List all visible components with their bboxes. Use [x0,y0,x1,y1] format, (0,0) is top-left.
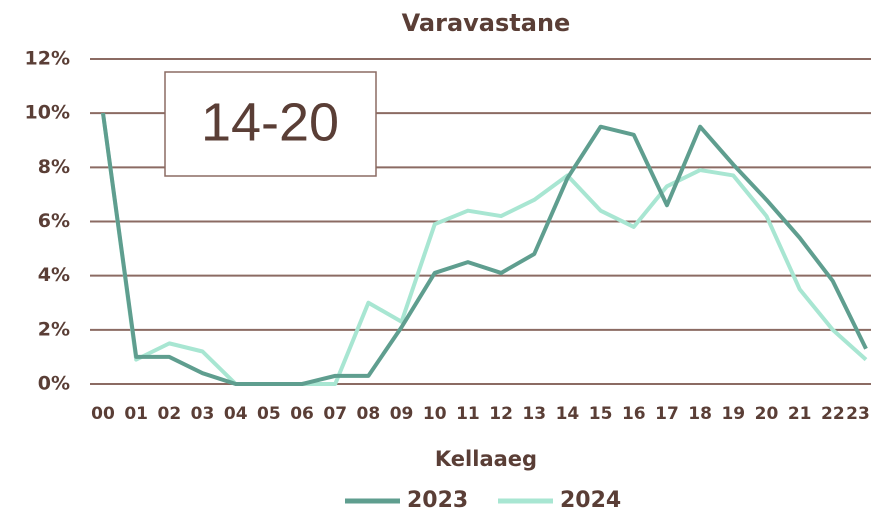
x-tick-label: 17 [655,404,679,424]
x-tick-label: 08 [357,404,381,424]
chart-title: Varavastane [402,9,571,37]
x-tick-label: 12 [489,404,513,424]
x-tick-label: 18 [688,404,712,424]
x-tick-label: 06 [290,404,314,424]
x-axis-label: Kellaaeg [435,447,537,471]
x-tick-label: 20 [755,404,779,424]
x-tick-label: 14 [556,404,580,424]
x-tick-label: 23 [846,404,870,424]
x-tick-label: 15 [589,404,613,424]
x-tick-label: 21 [788,404,812,424]
series-line [101,112,868,386]
legend-label: 2024 [560,488,621,513]
x-tick-label: 13 [522,404,546,424]
y-tick-label: 12% [25,48,70,70]
series-line [101,112,868,386]
x-tick-label: 19 [721,404,745,424]
annotation-box [164,71,377,177]
x-tick-label: 00 [91,404,115,424]
x-tick-label: 03 [191,404,215,424]
y-tick-label: 8% [38,156,70,178]
x-tick-label: 11 [456,404,480,424]
x-tick-label: 22 [821,404,845,424]
y-tick-label: 4% [38,264,70,286]
y-tick-label: 10% [25,102,70,124]
legend-label: 2023 [407,488,468,513]
y-tick-label: 2% [38,318,70,340]
y-tick-label: 6% [38,210,70,232]
x-tick-label: 16 [622,404,646,424]
x-tick-label: 10 [423,404,447,424]
x-tick-label: 02 [158,404,182,424]
x-tick-label: 09 [390,404,414,424]
x-tick-label: 04 [224,404,248,424]
x-tick-label: 01 [124,404,148,424]
x-tick-label: 05 [257,404,281,424]
annotation: 14-20 [201,92,339,152]
x-tick-label: 07 [323,404,347,424]
y-tick-label: 0% [38,373,70,395]
